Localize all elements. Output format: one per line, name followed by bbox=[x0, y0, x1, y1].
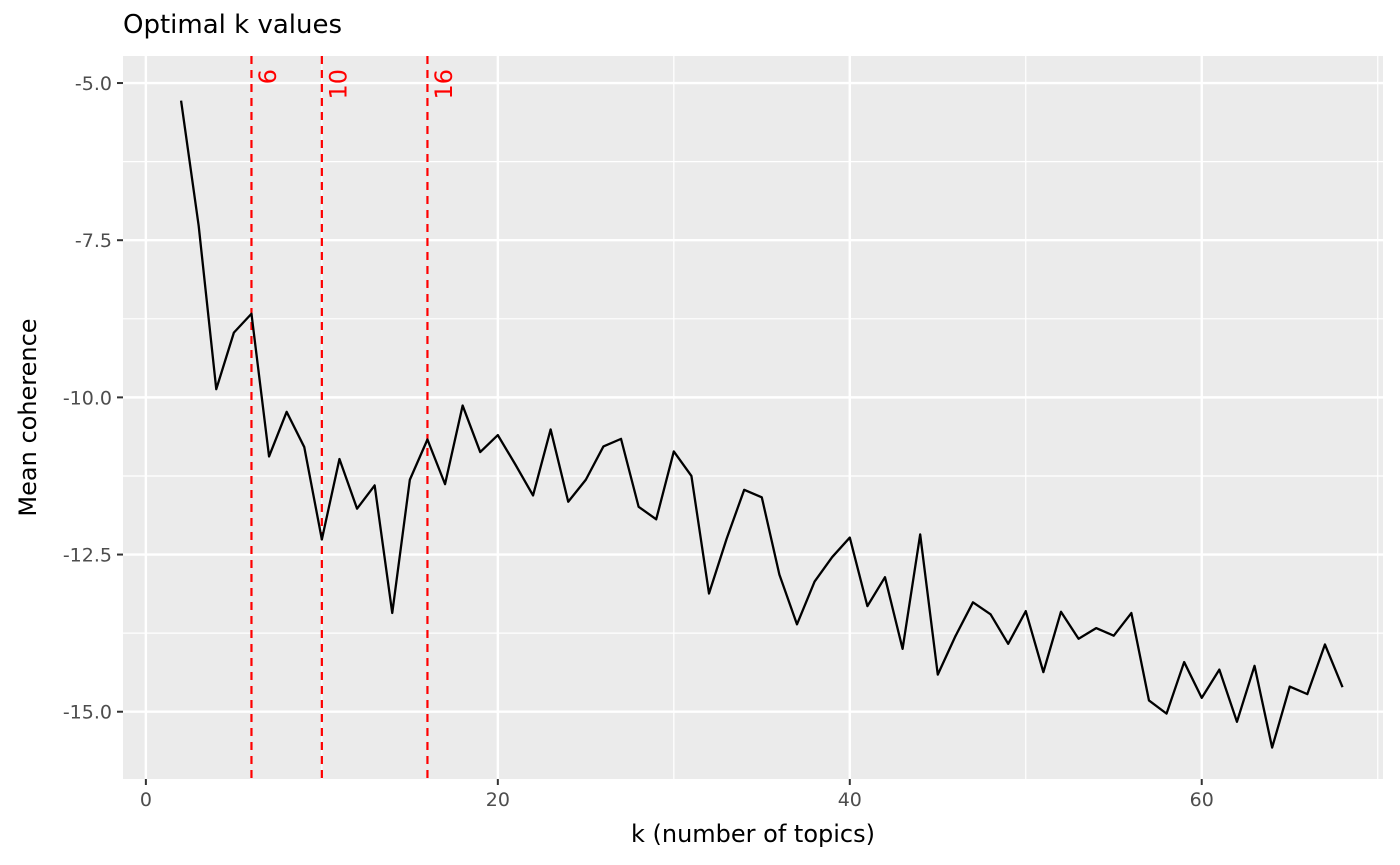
reference-lines: 6 10 16 bbox=[250, 56, 458, 779]
x-tick-label: 40 bbox=[838, 789, 862, 811]
y-tick-label: -15.0 bbox=[63, 702, 112, 724]
y-tick-label: -10.0 bbox=[63, 387, 112, 409]
y-axis-title: Mean coherence bbox=[14, 318, 42, 516]
plot-panel bbox=[123, 56, 1383, 779]
chart-title: Optimal k values bbox=[123, 10, 343, 40]
x-tick-label: 60 bbox=[1190, 789, 1214, 811]
y-tick-label: -7.5 bbox=[75, 230, 112, 252]
vline-label-6: 6 bbox=[254, 69, 282, 84]
x-axis: 0 20 40 60 bbox=[140, 779, 1214, 811]
series-group bbox=[179, 100, 1344, 749]
y-axis: -5.0 -7.5 -10.0 -12.5 -15.0 bbox=[63, 73, 123, 724]
major-gridlines bbox=[123, 56, 1383, 779]
x-tick-label: 20 bbox=[486, 789, 510, 811]
x-tick-label: 0 bbox=[140, 789, 152, 811]
y-tick-label: -12.5 bbox=[63, 545, 112, 567]
vline-label-16: 16 bbox=[430, 69, 458, 100]
minor-gridlines bbox=[123, 56, 1383, 779]
x-axis-title: k (number of topics) bbox=[631, 820, 875, 848]
series-line-0 bbox=[179, 100, 1344, 749]
vline-label-10: 10 bbox=[324, 69, 352, 100]
y-tick-label: -5.0 bbox=[75, 73, 112, 95]
